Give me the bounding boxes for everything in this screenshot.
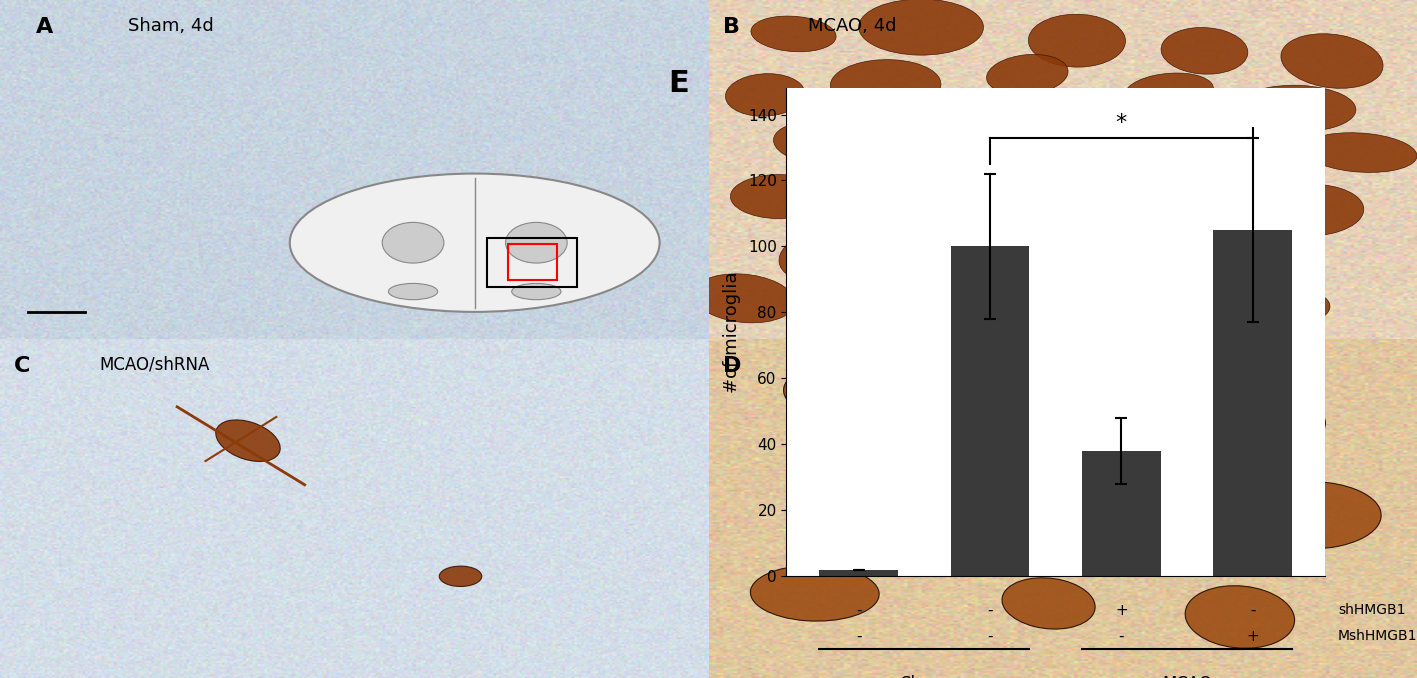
Bar [819,570,898,576]
Ellipse shape [1002,578,1095,629]
Ellipse shape [1029,14,1125,67]
Ellipse shape [1076,478,1163,525]
Ellipse shape [805,464,924,519]
Ellipse shape [1248,287,1331,323]
Text: MshHMGB1: MshHMGB1 [1338,629,1417,643]
Text: MCAO: MCAO [1162,675,1212,678]
Text: MshRNA: MshRNA [836,356,905,374]
Text: -: - [1250,603,1255,618]
Text: +: + [1115,603,1128,618]
Text: C: C [14,356,31,376]
Ellipse shape [986,54,1068,95]
Text: +: + [1247,629,1260,644]
Ellipse shape [901,101,1012,157]
Ellipse shape [215,420,281,462]
Ellipse shape [1226,398,1325,450]
Ellipse shape [1056,117,1141,155]
Ellipse shape [999,176,1098,211]
Ellipse shape [842,159,972,214]
Ellipse shape [730,175,829,218]
Y-axis label: #of microglia: #of microglia [723,271,741,393]
Text: -: - [988,603,993,618]
Ellipse shape [751,565,879,621]
Ellipse shape [1175,111,1305,174]
Ellipse shape [1281,34,1383,88]
Ellipse shape [1095,267,1200,330]
Ellipse shape [779,224,893,284]
Ellipse shape [1237,85,1356,132]
Ellipse shape [751,16,836,52]
Bar [1213,230,1292,576]
Text: *: * [1115,113,1127,133]
Ellipse shape [1125,73,1213,110]
Text: B: B [723,17,740,37]
Text: MCAO, 4d: MCAO, 4d [808,17,896,35]
Text: Sham: Sham [901,675,948,678]
Text: -: - [988,629,993,644]
Bar [951,247,1029,576]
Ellipse shape [1161,28,1248,74]
Ellipse shape [693,274,795,323]
Ellipse shape [1073,231,1166,277]
Bar [1083,451,1161,576]
Ellipse shape [1185,586,1295,648]
Text: MCAO/shRNA: MCAO/shRNA [99,356,210,374]
Ellipse shape [1258,184,1363,236]
Text: A: A [35,17,52,37]
Ellipse shape [830,60,941,110]
Text: Sham, 4d: Sham, 4d [128,17,214,35]
Ellipse shape [1009,384,1117,430]
Ellipse shape [1304,133,1417,172]
Ellipse shape [1142,181,1238,226]
Ellipse shape [859,0,983,55]
Ellipse shape [439,566,482,586]
Text: -: - [1118,629,1124,644]
Ellipse shape [1240,481,1382,549]
Ellipse shape [774,122,856,163]
Ellipse shape [784,363,888,416]
Text: D: D [723,356,741,376]
Ellipse shape [922,221,1033,267]
Text: -: - [856,603,862,618]
Ellipse shape [726,74,805,116]
Ellipse shape [1206,243,1316,286]
Text: shHMGB1: shHMGB1 [1338,603,1406,617]
Ellipse shape [959,283,1053,327]
Text: E: E [667,68,689,98]
Text: -: - [856,629,862,644]
